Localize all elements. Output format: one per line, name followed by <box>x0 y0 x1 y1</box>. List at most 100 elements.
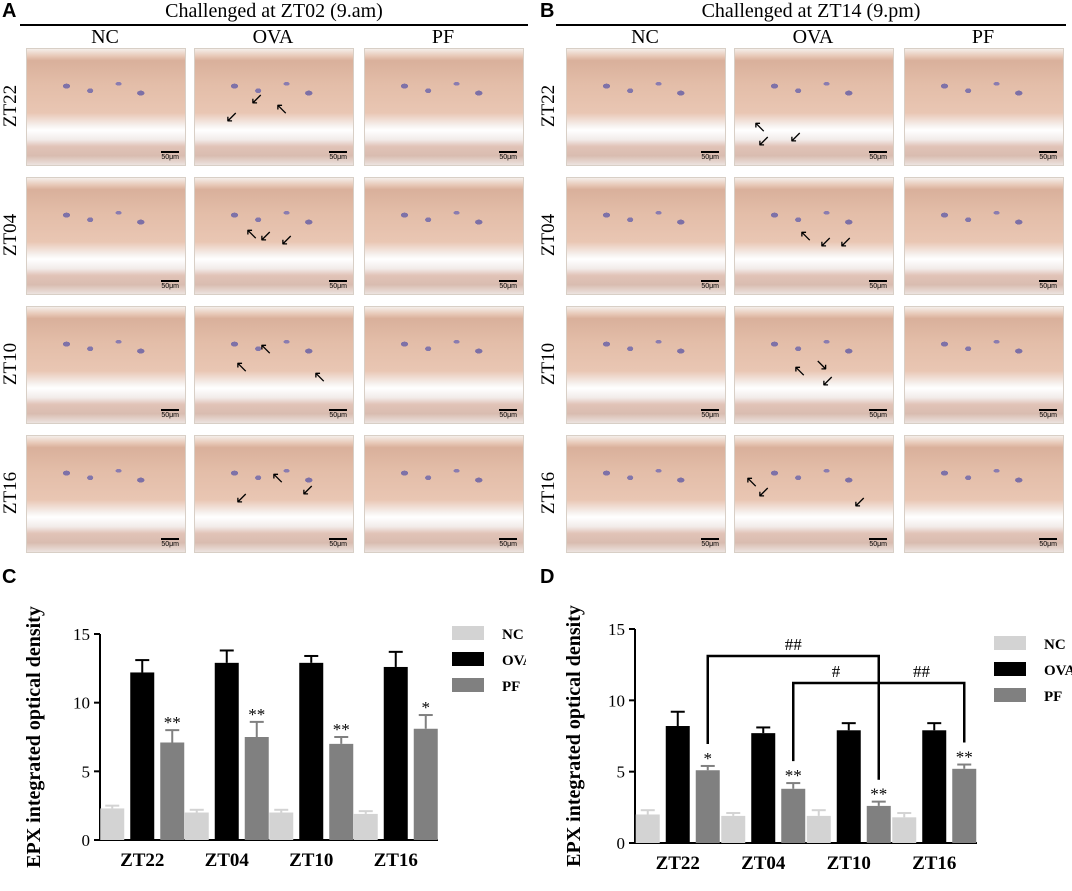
arrow-icon: ↙ <box>853 492 867 511</box>
chart-d: 0 5 10 15 EPX integrated optical density * ZT2… <box>563 605 1072 874</box>
scale-bar-label: 50μm <box>161 151 179 161</box>
arrow-icon: ↖ <box>799 226 813 245</box>
micrograph-zt04-ova-a: 50μm ↖ ↙ ↙ <box>194 177 354 295</box>
bar-nc-zt10 <box>806 815 831 843</box>
row-label-zt04-b: ZT04 <box>538 213 559 257</box>
arrow-icon: ↙ <box>757 482 771 501</box>
panel-letter-a: A <box>2 0 17 22</box>
y-axis-label: EPX integrated optical density <box>563 605 585 867</box>
scale-bar-label: 50μm <box>1039 151 1057 161</box>
row-label-zt22-b: ZT22 <box>538 84 559 128</box>
col-label-nc-a: NC <box>91 26 119 48</box>
bar-nc-zt22 <box>100 808 125 840</box>
arrow-icon: ↖ <box>271 468 285 487</box>
arrow-icon: ↙ <box>280 230 294 249</box>
y-tick-label: 5 <box>82 762 91 781</box>
bar-ova-zt04 <box>751 733 776 843</box>
bar-ova-zt10 <box>836 730 861 843</box>
bar-pf-zt16 <box>952 768 977 843</box>
scale-bar-label: 50μm <box>869 409 887 419</box>
comparison-bracket <box>877 681 966 780</box>
scale-bar-label: 50μm <box>869 280 887 290</box>
micrograph-zt04-nc-b: 50μm <box>566 177 726 295</box>
x-tick-label: ZT04 <box>741 853 786 874</box>
arrow-icon: ↖ <box>235 357 249 376</box>
comparison-label: # <box>832 662 841 681</box>
row-label-zt10-a: ZT10 <box>0 342 21 386</box>
micrograph-zt22-pf-a: 50μm <box>364 48 524 166</box>
significance-mark: ** <box>248 705 265 724</box>
scale-bar-label: 50μm <box>161 280 179 290</box>
x-tick-label: ZT10 <box>827 853 871 874</box>
arrow-icon: ↙ <box>821 371 835 390</box>
bar-nc-zt16 <box>892 817 917 843</box>
col-label-nc-b: NC <box>631 26 659 48</box>
x-tick-label: ZT22 <box>120 850 164 871</box>
bar-pf-zt22 <box>695 770 720 843</box>
legend-label-pf: PF <box>1044 689 1062 705</box>
scale-bar-label: 50μm <box>869 151 887 161</box>
micrograph-zt10-nc-b: 50μm <box>566 306 726 424</box>
significance-mark: ** <box>164 713 181 732</box>
arrow-icon: ↖ <box>793 361 807 380</box>
x-tick-label: ZT16 <box>912 853 956 874</box>
scale-bar-label: 50μm <box>499 280 517 290</box>
legend-swatch-nc <box>994 636 1026 650</box>
chart-c: 0 5 10 15 EPX integrated optical density ** ZT… <box>23 606 526 871</box>
micrograph-zt22-nc-b: 50μm <box>566 48 726 166</box>
bar-nc-zt16 <box>353 813 378 840</box>
arrow-icon: ↙ <box>235 488 249 507</box>
bar-pf-zt16 <box>413 728 438 840</box>
bar-ova-zt16 <box>922 730 947 843</box>
arrow-icon: ↖ <box>259 339 273 358</box>
legend-label-ova: OVA <box>502 653 526 669</box>
bar-nc-zt10 <box>269 812 294 840</box>
arrow-icon: ↖ <box>745 472 759 491</box>
scale-bar-label: 50μm <box>161 538 179 548</box>
y-tick-label: 0 <box>617 834 626 853</box>
panel-b-banner: Challenged at ZT14 (9.pm) <box>701 0 921 22</box>
scale-bar-label: 50μm <box>1039 280 1057 290</box>
legend-swatch-pf <box>452 678 484 692</box>
arrow-icon: ↙ <box>225 107 239 126</box>
micrograph-zt16-nc-a: 50μm <box>26 435 186 553</box>
micrograph-zt04-pf-b: 50μm <box>904 177 1064 295</box>
scale-bar-label: 50μm <box>329 280 347 290</box>
bar-ova-zt22 <box>665 726 690 843</box>
legend-swatch-nc <box>452 626 484 640</box>
legend-label-nc: NC <box>502 627 524 643</box>
scale-bar-label: 50μm <box>499 151 517 161</box>
scale-bar-label: 50μm <box>329 151 347 161</box>
arrow-icon: ↖ <box>313 367 327 386</box>
panel-a-banner: Challenged at ZT02 (9.am) <box>165 0 383 22</box>
significance-mark: * <box>422 698 431 717</box>
bar-nc-zt22 <box>635 814 660 843</box>
micrograph-zt16-ova-a: 50μm ↖ ↙ ↙ <box>194 435 354 553</box>
x-tick-label: ZT04 <box>205 850 250 871</box>
micrograph-zt10-ova-b: 50μm ↖ ↘ ↙ <box>734 306 894 424</box>
bar-pf-zt10 <box>329 743 354 840</box>
row-label-zt22-a: ZT22 <box>0 84 21 128</box>
scale-bar-label: 50μm <box>701 151 719 161</box>
legend-swatch-pf <box>994 688 1026 702</box>
y-tick-label: 0 <box>82 831 91 850</box>
x-tick-label: ZT22 <box>656 853 700 874</box>
micrograph-zt10-pf-a: 50μm <box>364 306 524 424</box>
micrograph-zt22-nc-a: 50μm <box>26 48 186 166</box>
y-tick-label: 10 <box>73 694 90 713</box>
arrow-icon: ↖ <box>275 99 289 118</box>
col-label-ova-a: OVA <box>252 26 294 48</box>
scale-bar-label: 50μm <box>701 409 719 419</box>
bar-nc-zt04 <box>184 812 209 840</box>
micrograph-zt22-pf-b: 50μm <box>904 48 1064 166</box>
arrow-icon: ↘ <box>815 355 829 374</box>
scale-bar-label: 50μm <box>161 409 179 419</box>
significance-mark: * <box>704 749 713 768</box>
micrograph-zt10-pf-b: 50μm <box>904 306 1064 424</box>
legend-label-nc: NC <box>1044 637 1066 653</box>
col-label-pf-a: PF <box>431 26 455 48</box>
bar-pf-zt04 <box>781 788 806 843</box>
micrograph-zt04-ova-b: 50μm ↖ ↙ ↙ <box>734 177 894 295</box>
legend-label-ova: OVA <box>1044 663 1072 679</box>
scale-bar-label: 50μm <box>499 409 517 419</box>
